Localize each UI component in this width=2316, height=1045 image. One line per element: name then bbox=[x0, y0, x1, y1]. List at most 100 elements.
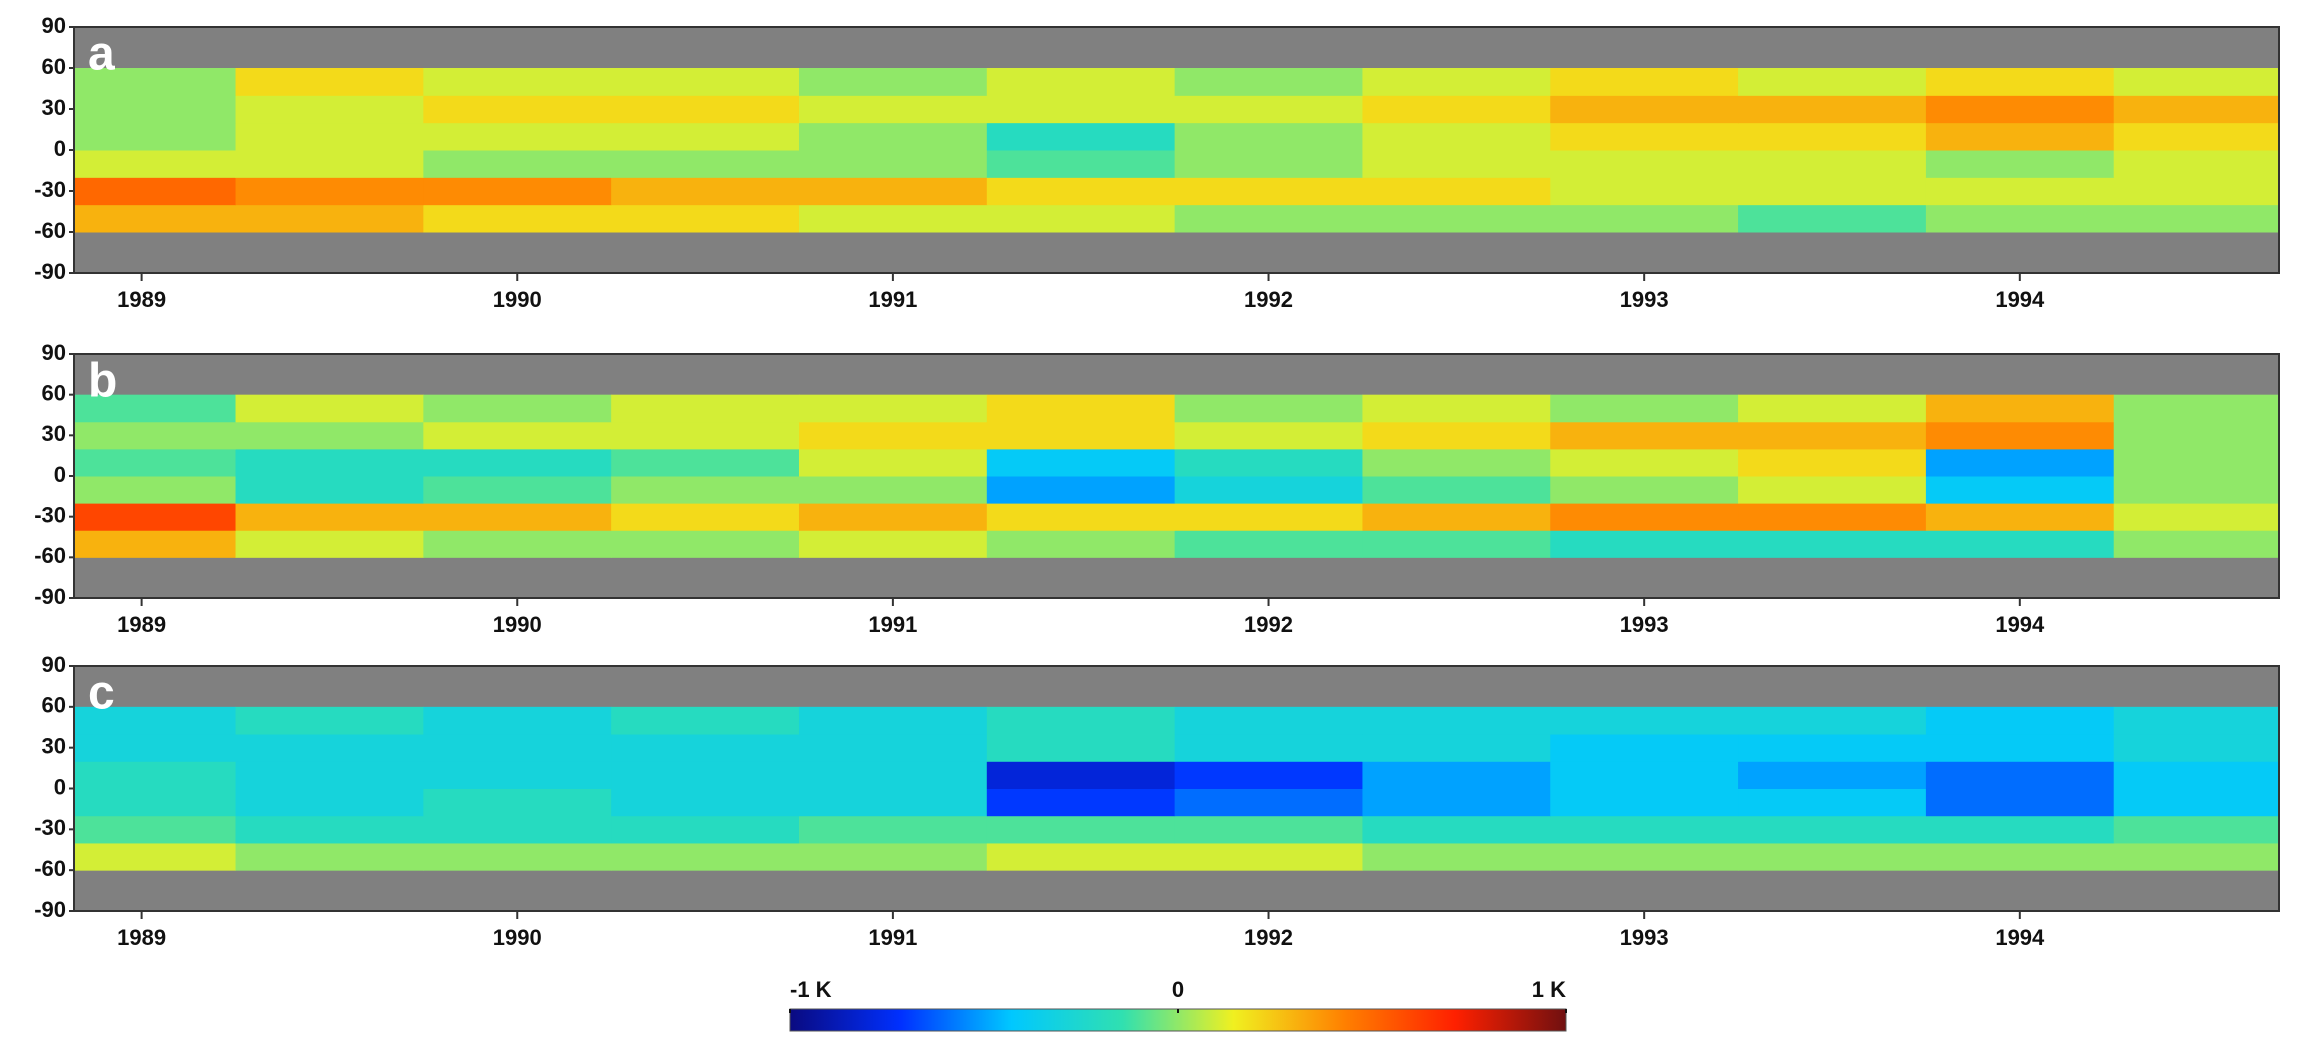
heatmap-cell bbox=[986, 815, 1176, 844]
heatmap-cell bbox=[1550, 788, 1739, 817]
heatmap-cell bbox=[986, 842, 1176, 871]
heatmap-cell bbox=[611, 177, 800, 206]
heatmap-cell bbox=[2113, 734, 2280, 762]
heatmap-cell bbox=[235, 706, 424, 735]
heatmap-cell bbox=[611, 95, 800, 124]
heatmap-cell bbox=[986, 734, 1176, 762]
heatmap-cell bbox=[1738, 706, 1927, 735]
heatmap-cell bbox=[1550, 95, 1739, 124]
heatmap-cell bbox=[986, 122, 1176, 151]
heatmap-cell bbox=[235, 122, 424, 151]
heatmap-cell bbox=[2113, 503, 2280, 531]
heatmap-cell bbox=[2113, 204, 2280, 233]
heatmap-cell bbox=[611, 503, 800, 531]
heatmap-cell bbox=[74, 95, 237, 124]
heatmap-cell bbox=[611, 122, 800, 151]
heatmap-cell bbox=[1550, 734, 1739, 762]
heatmap-cell bbox=[1550, 530, 1739, 558]
y-tick-label: 90 bbox=[42, 13, 66, 38]
y-tick-label: 30 bbox=[42, 95, 66, 120]
heatmap-cell bbox=[235, 68, 424, 96]
heatmap-cell bbox=[1738, 448, 1927, 477]
heatmap-cell bbox=[1174, 394, 1363, 423]
heatmap-cell bbox=[74, 734, 237, 762]
heatmap-cell bbox=[1174, 503, 1363, 531]
heatmap-cell bbox=[1362, 788, 1551, 817]
x-tick-label: 1994 bbox=[1995, 287, 2045, 312]
heatmap-cell bbox=[423, 150, 612, 178]
heatmap-cell bbox=[1550, 476, 1739, 504]
heatmap-cell bbox=[986, 394, 1176, 423]
heatmap-cell bbox=[611, 734, 800, 762]
heatmap-cell bbox=[798, 734, 988, 762]
y-tick-label: 0 bbox=[54, 462, 66, 487]
heatmap-cell bbox=[1925, 734, 2115, 762]
heatmap-cell bbox=[74, 530, 237, 558]
heatmap-cell bbox=[1550, 122, 1739, 151]
heatmap-cell bbox=[1550, 68, 1739, 96]
heatmap-cell bbox=[798, 122, 988, 151]
heatmap-cell bbox=[798, 842, 988, 871]
heatmap-cell bbox=[798, 68, 988, 96]
x-tick-label: 1990 bbox=[493, 925, 542, 950]
heatmap-cell bbox=[798, 95, 988, 124]
heatmap-cell bbox=[1738, 476, 1927, 504]
heatmap-cell bbox=[235, 815, 424, 844]
heatmap-cell bbox=[2113, 95, 2280, 124]
y-tick-label: 90 bbox=[42, 652, 66, 677]
heatmap-cell bbox=[235, 788, 424, 817]
heatmap-cell bbox=[2113, 815, 2280, 844]
heatmap-cell bbox=[1174, 177, 1363, 206]
y-tick-label: -60 bbox=[34, 218, 66, 243]
heatmap-cell bbox=[1362, 177, 1551, 206]
heatmap-cell bbox=[1550, 706, 1739, 735]
heatmap-cell bbox=[2113, 177, 2280, 206]
heatmap-cell bbox=[1174, 150, 1363, 178]
heatmap-cell bbox=[1738, 815, 1927, 844]
x-tick-label: 1989 bbox=[117, 287, 166, 312]
heatmap-cell bbox=[611, 815, 800, 844]
heatmap-cell bbox=[986, 761, 1176, 789]
heatmap-cell bbox=[2113, 706, 2280, 735]
heatmap-cell bbox=[798, 815, 988, 844]
x-tick-label: 1989 bbox=[117, 612, 166, 637]
heatmap-cell bbox=[2113, 421, 2280, 450]
heatmap-cell bbox=[798, 706, 988, 735]
heatmap-cell bbox=[423, 476, 612, 504]
x-tick-label: 1989 bbox=[117, 925, 166, 950]
y-tick-label: -30 bbox=[34, 502, 66, 527]
x-tick-label: 1993 bbox=[1620, 612, 1669, 637]
y-tick-label: -30 bbox=[34, 177, 66, 202]
heatmap-cell bbox=[986, 95, 1176, 124]
heatmap-cell bbox=[74, 476, 237, 504]
heatmap-cell bbox=[1738, 503, 1927, 531]
heatmap-cell bbox=[1174, 68, 1363, 96]
heatmap-cell bbox=[423, 503, 612, 531]
heatmap-cell bbox=[1738, 842, 1927, 871]
heatmap-cell bbox=[1925, 150, 2115, 178]
heatmap-cell bbox=[986, 421, 1176, 450]
heatmap-cell bbox=[235, 842, 424, 871]
panel-label: b bbox=[88, 355, 117, 408]
y-tick-label: -60 bbox=[34, 856, 66, 881]
heatmap-cell bbox=[611, 476, 800, 504]
heatmap-cell bbox=[611, 421, 800, 450]
heatmap-cell bbox=[74, 122, 237, 151]
heatmap-cell bbox=[423, 177, 612, 206]
heatmap-cell bbox=[1174, 448, 1363, 477]
heatmap-cell bbox=[1925, 706, 2115, 735]
y-tick-label: 30 bbox=[42, 733, 66, 758]
heatmap-cell bbox=[1362, 706, 1551, 735]
heatmap-cell bbox=[2113, 448, 2280, 477]
heatmap-cell bbox=[235, 95, 424, 124]
heatmap-cell bbox=[2113, 788, 2280, 817]
heatmap-cell bbox=[611, 842, 800, 871]
x-tick-label: 1992 bbox=[1244, 925, 1293, 950]
heatmap-cell bbox=[74, 421, 237, 450]
heatmap-cell bbox=[986, 530, 1176, 558]
heatmap-cell bbox=[1362, 68, 1551, 96]
x-tick-label: 1994 bbox=[1995, 925, 2045, 950]
x-tick-label: 1993 bbox=[1620, 287, 1669, 312]
panel-label: c bbox=[88, 667, 115, 720]
